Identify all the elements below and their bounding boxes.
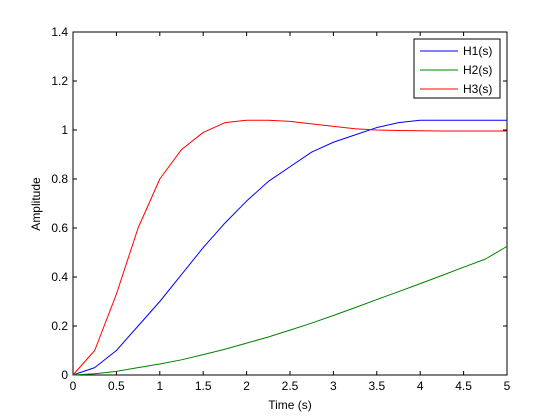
series-line-3 — [72, 119, 507, 376]
legend-box — [413, 38, 501, 99]
y-tick-label: 0 — [61, 368, 68, 382]
legend: H1(s) H2(s) H3(s) — [413, 38, 501, 99]
x-tick-label: 1 — [156, 379, 163, 393]
x-tick-label: 1.5 — [195, 379, 212, 393]
y-tick-label: 0.6 — [51, 221, 68, 235]
x-tick-label: 2 — [243, 379, 250, 393]
series-lines — [72, 119, 508, 376]
x-tick-label: 3 — [330, 379, 337, 393]
x-tick-label: 0 — [70, 379, 77, 393]
x-tick-label: 5 — [504, 379, 511, 393]
x-axis-label: Time (s) — [268, 398, 312, 412]
x-tick-label: 4.5 — [455, 379, 472, 393]
x-ticks: 0 0.5 1 1.5 2 2.5 3 3.5 4 4.5 5 — [70, 32, 511, 393]
x-tick-label: 4 — [417, 379, 424, 393]
x-tick-label: 0.5 — [108, 379, 125, 393]
legend-label-h1: H1(s) — [463, 44, 492, 58]
y-tick-label: 1 — [61, 123, 68, 137]
series-line-2 — [72, 245, 508, 376]
legend-label-h2: H2(s) — [463, 63, 492, 77]
y-tick-label: 1.2 — [51, 74, 68, 88]
y-tick-label: 0.4 — [51, 270, 68, 284]
y-tick-label: 1.4 — [51, 25, 68, 39]
x-tick-label: 2.5 — [282, 379, 299, 393]
x-tick-label: 3.5 — [368, 379, 385, 393]
y-tick-label: 0.2 — [51, 319, 68, 333]
series-line-1 — [72, 119, 507, 376]
y-tick-label: 0.8 — [51, 172, 68, 186]
y-axis-label: Amplitude — [29, 177, 43, 231]
legend-label-h3: H3(s) — [463, 82, 492, 96]
y-ticks: 0 0.2 0.4 0.6 0.8 1 1.2 1.4 — [51, 25, 507, 382]
